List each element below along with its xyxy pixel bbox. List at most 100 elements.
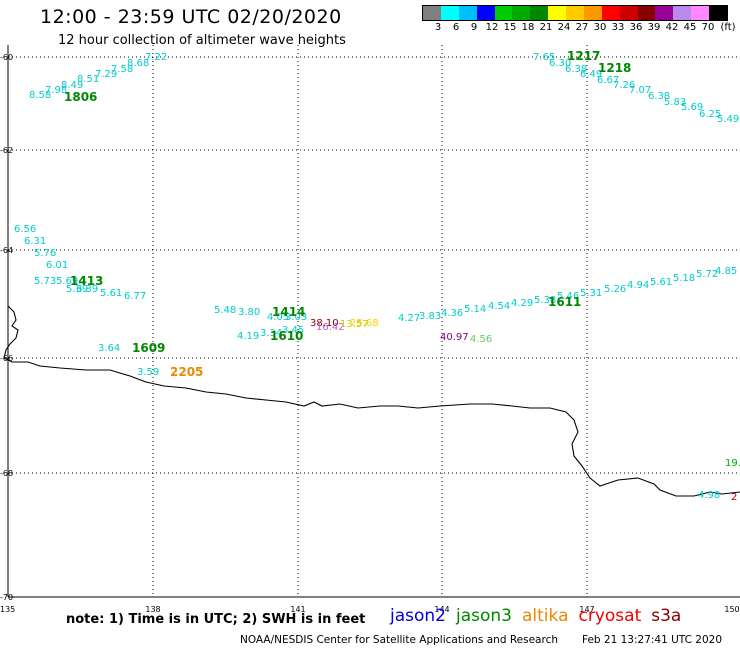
wave-height-value: 38.10 <box>310 318 339 329</box>
legend-swatch <box>423 6 441 20</box>
wave-height-value: 5.61 <box>100 288 122 299</box>
legend-label: 39 <box>647 22 661 33</box>
wave-height-value: 5.26 <box>604 284 626 295</box>
wave-height-value: 6.31 <box>24 236 46 247</box>
wave-height-value: 5.38 <box>534 295 556 306</box>
legend-swatch <box>494 6 513 20</box>
wave-height-value: 19. <box>725 458 740 469</box>
legend-label: 6 <box>452 22 460 33</box>
legend-label: 3 <box>434 22 442 33</box>
pass-time-label: 2205 <box>170 365 203 379</box>
wave-height-value: 5.69 <box>681 102 703 113</box>
longitude-label: 135 <box>0 605 15 614</box>
antarctic-coastline <box>3 305 740 497</box>
wave-height-value: 4.98 <box>698 490 720 501</box>
wave-height-value: 4.94 <box>627 280 649 291</box>
legend-label: (ft) <box>720 22 736 33</box>
wave-height-value: 5.48 <box>214 305 236 316</box>
wave-height-value: 5.39 <box>66 284 88 295</box>
legend-label: 9 <box>470 22 478 33</box>
legend-swatch <box>601 6 620 20</box>
latitude-label: -64 <box>0 246 13 255</box>
wave-height-value: 5.69 <box>56 276 78 287</box>
wave-height-value: 4.85 <box>715 266 737 277</box>
pass-time-label: 1806 <box>64 90 97 104</box>
satellite-name: jason2 <box>390 606 446 626</box>
wave-height-value: 7.26 <box>613 80 635 91</box>
pass-time-label: 1217 <box>567 49 600 63</box>
latitude-label: -62 <box>0 146 13 155</box>
legend-swatch <box>440 6 459 20</box>
pass-time-label: 1609 <box>132 341 165 355</box>
wave-height-value: 16.42 <box>316 322 345 333</box>
legend-swatch <box>709 6 727 20</box>
wave-height-value: 7.65 <box>533 52 555 63</box>
legend-label: 24 <box>557 22 571 33</box>
wave-height-value: 7.07 <box>629 85 651 96</box>
latitude-label: -60 <box>0 53 13 62</box>
wave-height-value: 6.56 <box>14 224 36 235</box>
credit-line: NOAA/NESDIS Center for Satellite Applica… <box>240 634 558 646</box>
longitude-label: 150 <box>724 605 739 614</box>
wave-height-value: 13.57 <box>340 319 369 330</box>
pass-time-label: 1413 <box>70 274 103 288</box>
wave-height-value: 7.98 <box>45 85 67 96</box>
longitude-label: 141 <box>290 605 305 614</box>
latitude-label: -66 <box>0 354 13 363</box>
legend-label: 30 <box>593 22 607 33</box>
legend-swatch <box>655 6 674 20</box>
color-legend <box>422 5 728 21</box>
pass-time-label: 1610 <box>270 329 303 343</box>
satellite-name: jason3 <box>456 606 512 626</box>
wave-height-value: 5.18 <box>673 273 695 284</box>
wave-height-value: 6.01 <box>46 260 68 271</box>
longitude-label: 147 <box>579 605 594 614</box>
wave-height-value: 5.14 <box>464 304 486 315</box>
legend-swatch <box>583 6 602 20</box>
map-grid <box>7 45 740 598</box>
wave-height-value: 3.80 <box>238 307 260 318</box>
wave-height-value: 3.45 <box>282 325 304 336</box>
pass-time-label: 1611 <box>548 295 581 309</box>
wave-height-value: 4.56 <box>470 334 492 345</box>
legend-swatch <box>619 6 638 20</box>
wave-height-value: 3.03 <box>285 312 307 323</box>
wave-height-value: 5.72 <box>696 269 718 280</box>
pass-time-label: 1414 <box>272 305 305 319</box>
wave-height-value: 7.22 <box>145 52 167 63</box>
legend-label: 21 <box>539 22 553 33</box>
pass-time-label: 1218 <box>598 61 631 75</box>
wave-height-value: 25.68 <box>350 318 379 329</box>
wave-height-value: 4.27 <box>398 313 420 324</box>
footer-note: note: 1) Time is in UTC; 2) SWH is in fe… <box>66 612 366 627</box>
longitude-label: 144 <box>434 605 449 614</box>
wave-height-value: 3.83 <box>419 311 441 322</box>
wave-height-value: 6.77 <box>124 291 146 302</box>
legend-swatch <box>691 6 709 20</box>
wave-height-value: 6.38 <box>648 91 670 102</box>
legend-label: 27 <box>575 22 589 33</box>
wave-height-value: 6.38 <box>565 64 587 75</box>
wave-height-value: 4.05 <box>267 312 289 323</box>
wave-height-value: 3.34 <box>260 328 282 339</box>
satellite-name: altika <box>522 606 569 626</box>
legend-label: 18 <box>521 22 535 33</box>
legend-swatch <box>637 6 656 20</box>
wave-height-value: 2 <box>731 492 737 503</box>
map-subtitle: 12 hour collection of altimeter wave hei… <box>58 33 346 48</box>
wave-height-value: 6.39 <box>76 284 98 295</box>
legend-label: 70 <box>701 22 715 33</box>
wave-height-value: 8.49 <box>61 80 83 91</box>
map-title: 12:00 - 23:59 UTC 02/20/2020 <box>40 6 342 28</box>
wave-height-values: 8.587.988.498.517.297.588.687.22 7.656.30… <box>14 52 740 503</box>
wave-height-value: 5.73 <box>34 276 56 287</box>
legend-label: 36 <box>629 22 643 33</box>
legend-label: 12 <box>485 22 499 33</box>
wave-height-value: 8.68 <box>127 58 149 69</box>
wave-height-value: 8.58 <box>29 90 51 101</box>
legend-swatch <box>476 6 495 20</box>
wave-height-value: 5.76 <box>34 248 56 259</box>
wave-height-value: 5.31 <box>580 288 602 299</box>
